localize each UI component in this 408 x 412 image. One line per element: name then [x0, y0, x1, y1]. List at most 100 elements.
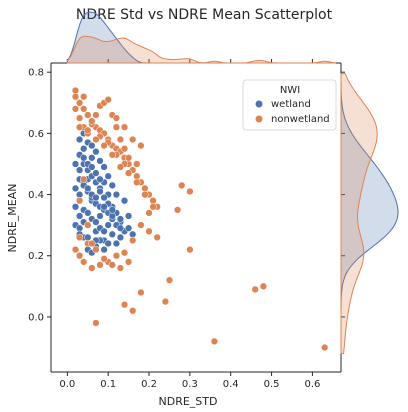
point-wetland — [129, 230, 137, 238]
point-wetland — [96, 157, 104, 165]
point-nonwetland — [75, 197, 84, 205]
right-kde-nonwetland — [340, 73, 378, 355]
point-nonwetland — [84, 111, 92, 119]
point-nonwetland — [186, 187, 194, 196]
point-nonwetland — [141, 190, 149, 199]
point-nonwetland — [84, 126, 92, 134]
series-nonwetland — [71, 86, 329, 352]
point-wetland — [71, 160, 80, 168]
point-wetland — [116, 233, 125, 242]
point-wetland — [88, 163, 96, 171]
point-wetland — [100, 227, 108, 235]
point-nonwetland — [80, 93, 88, 101]
point-wetland — [108, 212, 116, 220]
point-wetland — [71, 184, 80, 193]
point-wetland — [120, 197, 129, 205]
right-marginal-kde — [340, 63, 399, 372]
legend-title: NWI — [280, 85, 300, 96]
point-wetland — [92, 169, 100, 177]
point-wetland — [112, 239, 121, 248]
point-nonwetland — [141, 184, 149, 193]
point-wetland — [100, 193, 108, 202]
point-wetland — [75, 224, 84, 232]
point-nonwetland — [100, 141, 108, 150]
axes: 0.0 0.1 0.2 0.3 0.4 0.5 0.6 0.0 0.2 0.4 0.6 0.8 — [28, 63, 341, 390]
point-wetland — [104, 221, 112, 229]
point-nonwetland — [129, 307, 137, 315]
point-nonwetland — [116, 163, 125, 171]
point-nonwetland — [112, 252, 121, 260]
chart-title: NDRE Std vs NDRE Mean Scatterplot — [76, 7, 333, 23]
y-axis-label: NDRE_MEAN — [6, 184, 19, 253]
y-tick-label: 0.2 — [28, 251, 44, 262]
point-nonwetland — [153, 233, 161, 242]
point-nonwetland — [75, 114, 84, 122]
point-wetland — [84, 209, 92, 217]
point-nonwetland — [165, 276, 174, 284]
x-tick-label: 0.6 — [304, 379, 320, 390]
point-nonwetland — [88, 264, 96, 272]
point-wetland — [124, 224, 133, 232]
point-nonwetland — [133, 172, 141, 180]
point-nonwetland — [108, 261, 116, 269]
point-nonwetland — [259, 282, 268, 290]
point-nonwetland — [100, 255, 108, 263]
x-tick-label: 0.2 — [141, 379, 157, 390]
point-nonwetland — [120, 301, 129, 309]
y-tick-label: 0.8 — [28, 68, 44, 79]
y-tick-label: 0.6 — [28, 129, 44, 140]
point-nonwetland — [120, 123, 129, 131]
x-tick-label: 0.4 — [223, 379, 239, 390]
point-wetland — [108, 206, 116, 214]
point-nonwetland — [104, 96, 112, 104]
x-tick-label: 0.1 — [100, 379, 116, 390]
point-nonwetland — [137, 221, 145, 229]
point-nonwetland — [124, 154, 133, 162]
legend: NWI wetland nonwetland — [242, 79, 337, 131]
point-nonwetland — [75, 252, 84, 260]
x-tick-label: 0.5 — [264, 379, 280, 390]
point-wetland — [71, 203, 80, 211]
point-nonwetland — [71, 105, 80, 113]
point-nonwetland — [92, 111, 100, 119]
point-wetland — [96, 175, 104, 183]
point-nonwetland — [145, 209, 153, 217]
point-nonwetland — [137, 288, 145, 297]
point-wetland — [75, 135, 84, 144]
point-wetland — [84, 184, 92, 193]
x-tick-label: 0.3 — [182, 379, 198, 390]
point-nonwetland — [88, 239, 96, 248]
point-wetland — [80, 154, 88, 162]
y-tick-label: 0.4 — [28, 190, 44, 201]
point-nonwetland — [149, 197, 157, 205]
point-nonwetland — [133, 178, 141, 186]
point-nonwetland — [71, 245, 80, 254]
point-nonwetland — [80, 258, 88, 266]
point-nonwetland — [137, 141, 145, 150]
point-nonwetland — [124, 258, 133, 266]
point-nonwetland — [112, 114, 121, 122]
point-nonwetland — [92, 245, 100, 254]
point-wetland — [75, 190, 84, 199]
point-nonwetland — [178, 181, 186, 190]
point-wetland — [84, 233, 92, 242]
point-nonwetland — [251, 285, 259, 294]
point-wetland — [112, 190, 121, 199]
point-wetland — [92, 218, 100, 226]
point-wetland — [92, 193, 100, 202]
point-nonwetland — [173, 206, 182, 214]
point-wetland — [100, 245, 108, 254]
point-nonwetland — [112, 123, 121, 131]
legend-label-nonwetland: nonwetland — [271, 114, 330, 125]
point-nonwetland — [133, 160, 141, 168]
point-wetland — [96, 212, 104, 220]
point-nonwetland — [84, 221, 92, 229]
point-nonwetland — [124, 169, 133, 177]
point-nonwetland — [116, 264, 125, 272]
point-nonwetland — [120, 249, 129, 257]
point-wetland — [75, 212, 84, 220]
point-nonwetland — [92, 135, 100, 144]
point-wetland — [108, 230, 116, 238]
point-wetland — [100, 163, 108, 171]
point-wetland — [104, 239, 112, 248]
